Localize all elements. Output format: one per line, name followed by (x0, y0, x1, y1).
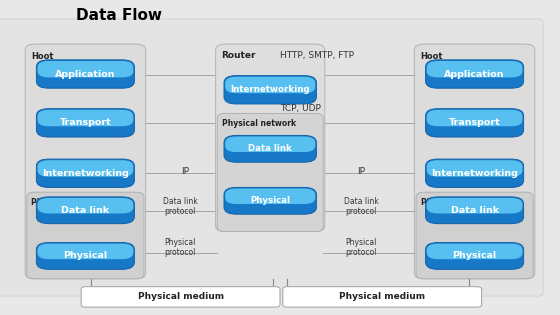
FancyBboxPatch shape (426, 243, 524, 269)
Text: Data link
protocol: Data link protocol (163, 197, 198, 216)
Text: Physical: Physical (452, 251, 497, 261)
FancyBboxPatch shape (25, 44, 146, 279)
FancyBboxPatch shape (427, 198, 522, 214)
FancyBboxPatch shape (36, 197, 134, 224)
Text: Hoot: Hoot (420, 52, 442, 61)
FancyBboxPatch shape (225, 77, 315, 93)
FancyBboxPatch shape (426, 159, 524, 187)
Text: Transport: Transport (59, 118, 111, 127)
FancyBboxPatch shape (224, 187, 316, 214)
FancyBboxPatch shape (427, 110, 522, 126)
FancyBboxPatch shape (36, 60, 134, 88)
Text: Internetworking: Internetworking (431, 169, 518, 178)
Text: Physical network: Physical network (31, 198, 105, 207)
FancyBboxPatch shape (0, 19, 543, 296)
Text: TCP, UDP: TCP, UDP (280, 104, 321, 113)
FancyBboxPatch shape (225, 188, 315, 204)
Text: Internetworking: Internetworking (42, 169, 129, 178)
FancyBboxPatch shape (36, 159, 134, 187)
Text: Router: Router (221, 51, 256, 60)
FancyBboxPatch shape (36, 109, 134, 137)
Text: Internetworking: Internetworking (231, 85, 310, 94)
FancyBboxPatch shape (427, 243, 522, 259)
FancyBboxPatch shape (414, 44, 535, 279)
Text: Data link: Data link (62, 206, 109, 215)
FancyBboxPatch shape (216, 44, 325, 232)
FancyBboxPatch shape (38, 61, 133, 77)
Text: Hoot: Hoot (31, 52, 53, 61)
Text: Physical
protocol: Physical protocol (165, 238, 196, 257)
FancyBboxPatch shape (224, 135, 316, 162)
FancyBboxPatch shape (38, 110, 133, 126)
Text: Data link: Data link (451, 206, 498, 215)
FancyBboxPatch shape (225, 136, 315, 152)
Text: Physical medium: Physical medium (138, 292, 223, 301)
FancyBboxPatch shape (38, 243, 133, 259)
FancyBboxPatch shape (27, 192, 144, 279)
FancyBboxPatch shape (283, 287, 482, 307)
Text: HTTP, SMTP, FTP: HTTP, SMTP, FTP (280, 51, 354, 60)
FancyBboxPatch shape (224, 76, 316, 104)
Text: Data link: Data link (248, 144, 292, 153)
Text: Transport: Transport (449, 118, 501, 127)
Text: Physical network: Physical network (421, 198, 494, 207)
Text: Physical: Physical (63, 251, 108, 261)
FancyBboxPatch shape (426, 60, 524, 88)
FancyBboxPatch shape (36, 243, 134, 269)
FancyBboxPatch shape (427, 61, 522, 77)
Text: IP: IP (181, 167, 189, 176)
Text: Physical network: Physical network (222, 119, 296, 128)
Text: Physical
protocol: Physical protocol (346, 238, 377, 257)
Text: Data link
protocol: Data link protocol (344, 197, 379, 216)
FancyBboxPatch shape (38, 160, 133, 177)
Text: Data Flow: Data Flow (76, 8, 162, 23)
FancyBboxPatch shape (427, 160, 522, 177)
Text: Application: Application (55, 70, 116, 78)
FancyBboxPatch shape (217, 113, 323, 232)
Text: IP: IP (357, 167, 365, 176)
Text: Physical medium: Physical medium (339, 292, 425, 301)
FancyBboxPatch shape (416, 192, 533, 279)
Text: Physical: Physical (250, 196, 290, 205)
Text: Application: Application (444, 70, 505, 78)
FancyBboxPatch shape (426, 109, 524, 137)
FancyBboxPatch shape (81, 287, 280, 307)
FancyBboxPatch shape (426, 197, 524, 224)
FancyBboxPatch shape (38, 198, 133, 214)
